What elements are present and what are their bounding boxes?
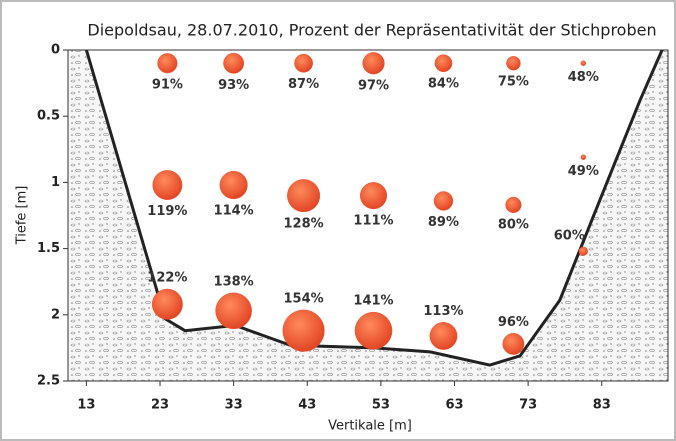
- data-label: 128%: [283, 216, 323, 231]
- x-tick-label: 63: [445, 398, 463, 413]
- y-axis-title: Tiefe [m]: [15, 186, 30, 246]
- data-label: 49%: [568, 164, 599, 179]
- bubble: [219, 170, 248, 200]
- bubble: [505, 196, 522, 214]
- y-tick-label: 1: [51, 175, 60, 190]
- x-axis-title: Vertikale [m]: [328, 419, 412, 434]
- bubble: [580, 60, 587, 66]
- data-label: 93%: [218, 78, 249, 93]
- bubble: [157, 53, 178, 74]
- bubble: [151, 288, 183, 320]
- data-label: 141%: [353, 294, 393, 309]
- data-label: 87%: [288, 77, 319, 92]
- data-label: 89%: [428, 215, 459, 230]
- y-tick-label: 2: [51, 307, 60, 322]
- bubble: [506, 55, 521, 71]
- bubble: [433, 191, 454, 211]
- data-label: 119%: [147, 204, 187, 219]
- bubble: [215, 292, 252, 330]
- bed-fill: [68, 50, 668, 381]
- data-label: 48%: [568, 70, 599, 85]
- x-tick-label: 43: [298, 398, 316, 413]
- data-label: 60%: [554, 228, 585, 243]
- data-label: 122%: [147, 270, 187, 285]
- x-tick-label: 33: [225, 398, 243, 413]
- data-label: 154%: [283, 291, 323, 306]
- x-tick-label: 83: [593, 398, 611, 413]
- bubble: [359, 182, 388, 210]
- bubble: [282, 309, 325, 352]
- bubble: [578, 246, 588, 256]
- data-label: 91%: [152, 78, 183, 93]
- bubble: [294, 53, 313, 73]
- data-label: 138%: [214, 274, 254, 289]
- bubble: [434, 54, 453, 73]
- data-label: 80%: [498, 217, 529, 232]
- x-tick-label: 23: [151, 398, 169, 413]
- bubble: [429, 322, 458, 350]
- data-label: 96%: [498, 315, 529, 330]
- bubble: [580, 154, 587, 160]
- bubble: [362, 52, 385, 75]
- bed-line: [84, 49, 664, 367]
- x-tick-label: 13: [77, 398, 95, 413]
- y-tick-label: 0.5: [37, 109, 60, 124]
- bubble: [152, 170, 183, 200]
- data-label: 75%: [498, 75, 529, 90]
- bubble: [287, 179, 321, 213]
- data-label: 113%: [423, 304, 463, 319]
- bubble: [223, 52, 245, 74]
- chart-title: Diepoldsau, 28.07.2010, Prozent der Repr…: [87, 21, 656, 40]
- data-label: 111%: [353, 213, 393, 228]
- x-tick-label: 73: [519, 398, 537, 413]
- bubble: [354, 311, 393, 350]
- y-tick-label: 2.5: [37, 374, 60, 389]
- y-tick-label: 0: [51, 43, 60, 58]
- plot-frame: [67, 49, 669, 382]
- x-tick-label: 53: [372, 398, 390, 413]
- y-tick-label: 1.5: [37, 241, 60, 256]
- data-label: 84%: [428, 76, 459, 91]
- bubble: [502, 333, 525, 355]
- data-label: 114%: [214, 203, 254, 218]
- data-label: 97%: [358, 79, 389, 94]
